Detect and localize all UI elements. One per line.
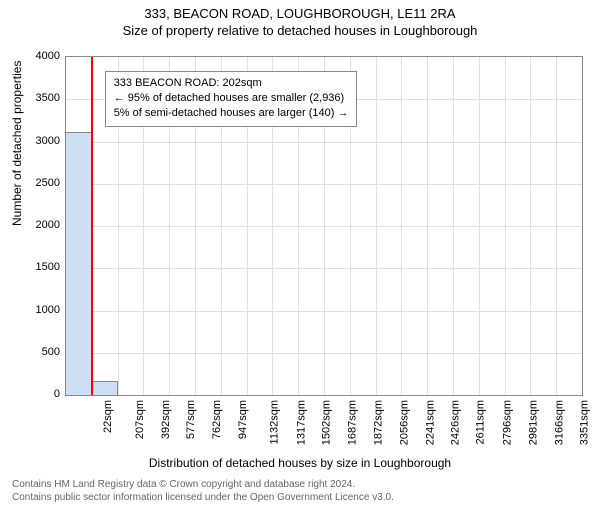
x-tick-label: 1317sqm bbox=[295, 400, 307, 445]
y-tick-label: 3000 bbox=[20, 135, 60, 147]
y-tick-label: 0 bbox=[20, 388, 60, 400]
y-tick-label: 2500 bbox=[20, 177, 60, 189]
marker-line bbox=[91, 57, 93, 395]
x-tick-label: 947sqm bbox=[237, 400, 249, 439]
chart-container: 333, BEACON ROAD, LOUGHBOROUGH, LE11 2RA… bbox=[0, 6, 600, 506]
x-tick-label: 1687sqm bbox=[346, 400, 358, 445]
x-tick-label: 2056sqm bbox=[398, 400, 410, 445]
annotation-line-3: 5% of semi-detached houses are larger (1… bbox=[114, 106, 349, 121]
x-tick-label: 1872sqm bbox=[372, 400, 384, 445]
grid-line-vertical bbox=[479, 57, 480, 395]
x-axis-label: Distribution of detached houses by size … bbox=[0, 456, 600, 470]
x-tick-label: 762sqm bbox=[211, 400, 223, 439]
y-tick-label: 500 bbox=[20, 346, 60, 358]
annotation-line-2: ← 95% of detached houses are smaller (2,… bbox=[114, 91, 349, 106]
bar bbox=[92, 381, 118, 395]
y-tick-label: 2000 bbox=[20, 219, 60, 231]
x-tick-label: 22sqm bbox=[102, 400, 114, 433]
x-tick-label: 2611sqm bbox=[475, 400, 487, 444]
x-tick-label: 2241sqm bbox=[424, 400, 436, 445]
y-tick-label: 3500 bbox=[20, 92, 60, 104]
x-tick-label: 2796sqm bbox=[501, 400, 513, 445]
grid-line-vertical bbox=[453, 57, 454, 395]
y-tick-label: 1000 bbox=[20, 304, 60, 316]
plot-area: 333 BEACON ROAD: 202sqm ← 95% of detache… bbox=[65, 56, 583, 396]
x-tick-label: 577sqm bbox=[186, 400, 198, 439]
x-tick-label: 1502sqm bbox=[321, 400, 333, 445]
x-tick-label: 3351sqm bbox=[579, 400, 591, 445]
grid-line-vertical bbox=[556, 57, 557, 395]
grid-line-vertical bbox=[376, 57, 377, 395]
grid-line-vertical bbox=[530, 57, 531, 395]
bar bbox=[66, 132, 92, 395]
footer-line-2: Contains public sector information licen… bbox=[12, 491, 600, 504]
footer: Contains HM Land Registry data © Crown c… bbox=[0, 478, 600, 504]
x-tick-label: 1132sqm bbox=[268, 400, 280, 444]
annotation-line-1: 333 BEACON ROAD: 202sqm bbox=[114, 76, 349, 91]
y-tick-label: 4000 bbox=[20, 50, 60, 62]
x-tick-label: 207sqm bbox=[134, 400, 146, 439]
grid-line-vertical bbox=[427, 57, 428, 395]
x-tick-label: 2426sqm bbox=[450, 400, 462, 445]
x-tick-label: 392sqm bbox=[160, 400, 172, 439]
x-tick-label: 2981sqm bbox=[527, 400, 539, 445]
grid-line-vertical bbox=[505, 57, 506, 395]
annotation-box: 333 BEACON ROAD: 202sqm ← 95% of detache… bbox=[105, 71, 358, 127]
y-tick-label: 1500 bbox=[20, 261, 60, 273]
footer-line-1: Contains HM Land Registry data © Crown c… bbox=[12, 478, 600, 491]
chart-title: 333, BEACON ROAD, LOUGHBOROUGH, LE11 2RA bbox=[0, 6, 600, 21]
x-tick-label: 3166sqm bbox=[553, 400, 565, 445]
grid-line-vertical bbox=[401, 57, 402, 395]
chart-subtitle: Size of property relative to detached ho… bbox=[0, 23, 600, 38]
